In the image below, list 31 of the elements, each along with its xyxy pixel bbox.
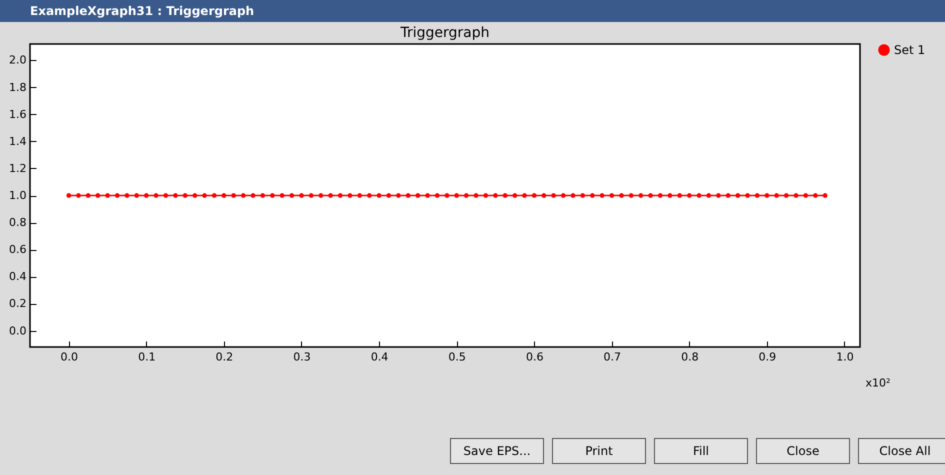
text: ExampleXgraph31 : Triggergraph <box>0 0 945 22</box>
x-tick-label: 0.1 <box>138 350 156 364</box>
x-axis-title: x10² <box>866 376 890 390</box>
x-tick-label: 0.8 <box>681 350 699 364</box>
y-tick-label: 1.4 <box>9 134 26 148</box>
x-tick-label: 0.4 <box>370 350 388 364</box>
x-tick-label: 0.5 <box>448 350 466 364</box>
legend-label: Set 1 <box>894 43 926 57</box>
text: Fill <box>654 438 748 464</box>
y-tick-label: 0.2 <box>9 297 26 310</box>
text: Print <box>552 438 646 464</box>
x-tick-label: 0.7 <box>604 350 622 364</box>
y-tick-label: 1.0 <box>9 189 26 202</box>
x-tick-label: 0.6 <box>526 350 544 364</box>
x-tick-label: 0.9 <box>758 350 776 364</box>
text: Save EPS... <box>450 438 544 464</box>
y-tick-label: 1.2 <box>9 162 26 175</box>
y-tick-label: 2.0 <box>9 54 26 67</box>
x-tick-label: 0.0 <box>60 350 78 364</box>
y-tick-label: 1.8 <box>9 80 26 94</box>
y-tick-label: 0.8 <box>9 216 26 230</box>
y-tick-label: 1.6 <box>9 108 26 121</box>
y-tick-label: 0.6 <box>9 243 26 256</box>
chart-title: Triggergraph <box>399 25 490 41</box>
x-tick-label: 0.2 <box>216 350 234 364</box>
text: Close All <box>858 438 945 464</box>
x-tick-label: 1.0 <box>836 350 854 364</box>
text: Close <box>756 438 850 464</box>
y-tick-label: 0.4 <box>9 270 26 284</box>
y-tick-label: 0.0 <box>9 324 26 338</box>
x-tick-label: 0.3 <box>293 350 311 364</box>
